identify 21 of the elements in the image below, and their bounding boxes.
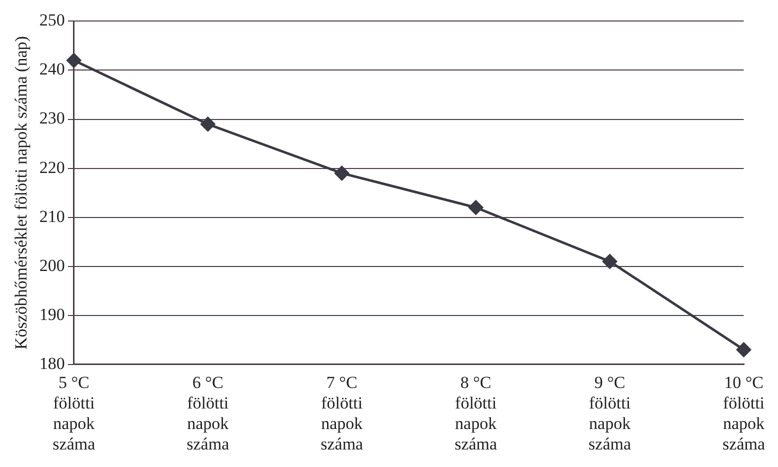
y-tick-label: 240 [39,60,65,79]
y-tick-label: 180 [39,354,65,373]
x-tick-label: 9 °C fölötti napok száma [588,373,632,454]
point [468,200,484,215]
y-tick-label: 220 [39,158,65,177]
point [334,166,350,180]
x-tick-label: 8 °C fölötti napok száma [454,373,498,454]
y-tick-label: 250 [39,10,65,30]
y-tick-label: 190 [39,304,65,324]
y-tick-label: 200 [39,256,65,275]
x-tick-label: 7 °C fölötti napok száma [320,373,364,454]
x-tick-label: 6 °C fölötti napok száma [186,373,230,454]
point [200,116,216,132]
y-tick-label: 210 [39,206,65,226]
x-tick-label: 5 °C fölötti napok száma [52,373,96,454]
x-tick-label: 10 °C fölötti napok száma [722,373,766,454]
point [736,342,752,357]
y-axis-title: Köszöbhőmérséklet fölötti napok száma (nap) [12,36,31,350]
point [66,53,82,68]
point [602,254,618,269]
y-tick-label: 230 [39,108,65,128]
